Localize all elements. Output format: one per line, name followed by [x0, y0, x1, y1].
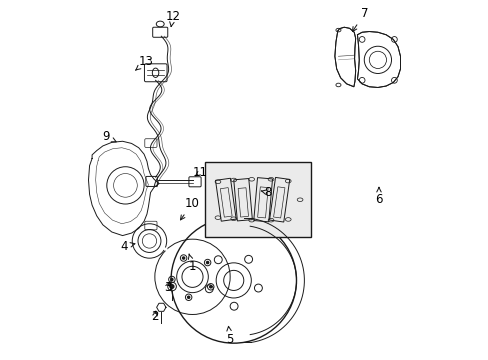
- Text: 6: 6: [374, 187, 382, 206]
- Circle shape: [182, 257, 184, 259]
- Circle shape: [170, 278, 173, 280]
- Text: 10: 10: [180, 197, 200, 220]
- Polygon shape: [334, 27, 355, 87]
- Text: 3: 3: [163, 281, 171, 294]
- Circle shape: [170, 285, 174, 288]
- FancyBboxPatch shape: [144, 64, 167, 82]
- Polygon shape: [357, 32, 400, 87]
- Text: 2: 2: [151, 310, 158, 323]
- FancyBboxPatch shape: [204, 162, 310, 237]
- Text: 12: 12: [165, 10, 180, 27]
- Text: 8: 8: [261, 186, 271, 199]
- Text: 5: 5: [226, 327, 233, 346]
- Text: 11: 11: [192, 166, 207, 179]
- Text: 1: 1: [188, 254, 196, 273]
- Text: 13: 13: [135, 55, 153, 70]
- Circle shape: [209, 286, 211, 288]
- Circle shape: [187, 296, 189, 298]
- Text: 7: 7: [352, 7, 367, 31]
- Circle shape: [206, 261, 208, 264]
- Text: 9: 9: [102, 130, 116, 144]
- Text: 4: 4: [121, 240, 135, 253]
